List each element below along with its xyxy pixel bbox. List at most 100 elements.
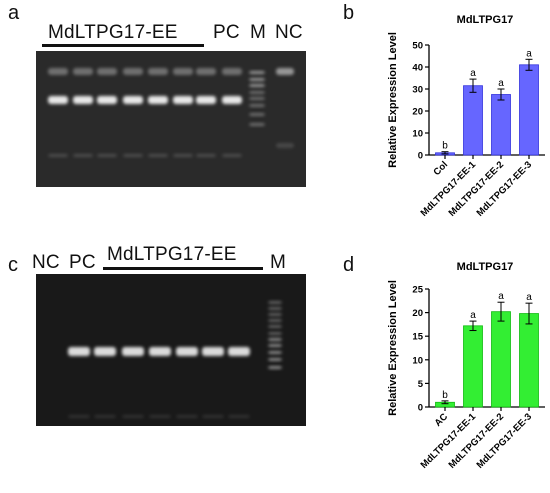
- y-tick-label: 25: [412, 285, 423, 296]
- gel-a-band: [173, 154, 193, 157]
- gel-a-band: [276, 143, 294, 148]
- gel-a-band: [123, 154, 143, 157]
- significance-label: b: [442, 141, 448, 152]
- gel-c-band: [268, 307, 282, 310]
- gel-c-band: [202, 347, 224, 356]
- y-tick-label: 40: [412, 63, 423, 74]
- gel-a-band: [148, 154, 168, 157]
- y-tick-label: 30: [412, 85, 423, 96]
- significance-label: a: [470, 310, 476, 321]
- gel-c-band: [228, 415, 250, 418]
- gel-a-pc-label: PC: [213, 22, 240, 43]
- gel-c-marker-label: M: [270, 252, 287, 273]
- gel-c-bands: [36, 274, 306, 426]
- y-tick-label: 0: [418, 151, 423, 162]
- bar: [491, 94, 511, 156]
- significance-label: a: [470, 68, 476, 79]
- gel-a-band: [249, 84, 265, 87]
- y-tick-label: 50: [412, 41, 423, 52]
- y-tick-label: 15: [412, 332, 423, 343]
- gel-c-band: [268, 366, 282, 369]
- gel-a-band: [123, 68, 143, 75]
- gel-a-band: [249, 71, 265, 74]
- gel-c-pc-label: PC: [69, 252, 96, 273]
- gel-a-band: [222, 154, 242, 157]
- gel-a-band: [73, 96, 93, 104]
- gel-c-band: [94, 415, 116, 418]
- gel-a-band: [249, 123, 265, 126]
- y-tick-label: 10: [412, 129, 423, 140]
- bar: [463, 85, 483, 156]
- gel-a-band: [97, 68, 117, 75]
- panel-letter-c: c: [8, 254, 18, 276]
- significance-label: a: [498, 78, 504, 89]
- gel-c-band: [228, 347, 250, 356]
- bar: [491, 311, 511, 408]
- gel-a-band: [148, 68, 168, 75]
- gel-c-nc-label: NC: [32, 252, 60, 273]
- gel-c-band: [122, 415, 144, 418]
- gel-a-band: [249, 97, 265, 100]
- gel-image-a: [36, 51, 306, 187]
- chart-d: MdLTPG17 Relative Expression Level 0 5 10 15 2…: [387, 261, 545, 471]
- gel-c-band: [94, 347, 116, 356]
- significance-label: a: [526, 48, 532, 59]
- gel-c-band: [268, 344, 282, 347]
- gel-a-band: [249, 91, 265, 94]
- gel-c-band: [268, 313, 282, 316]
- gel-c-band: [68, 415, 90, 418]
- gel-a-band: [148, 96, 168, 104]
- gel-a-band: [196, 154, 216, 157]
- gel-a-band: [173, 96, 193, 104]
- significance-label: a: [526, 292, 532, 303]
- gel-c-band: [268, 351, 282, 354]
- gel-a-band: [196, 96, 216, 104]
- gel-a-group-bar: [42, 44, 204, 47]
- chart-title: MdLTPG17: [457, 261, 514, 273]
- y-tick-label: 5: [418, 379, 424, 390]
- gel-a-band: [173, 68, 193, 75]
- gel-a-bands: [36, 51, 306, 187]
- gel-c-band: [149, 347, 171, 356]
- bar: [463, 325, 483, 408]
- x-tick-label: AC: [433, 411, 451, 429]
- gel-c-band: [268, 338, 282, 341]
- gel-a-band: [196, 68, 216, 75]
- gel-a-band: [249, 113, 265, 116]
- gel-c-band: [176, 347, 198, 356]
- gel-a-band: [249, 104, 265, 107]
- chart-b: MdLTPG17 Relative Expression Level 0 10 20 30…: [387, 14, 545, 219]
- gel-a-band: [48, 154, 68, 157]
- y-tick-label: 0: [418, 403, 423, 414]
- chart-title: MdLTPG17: [457, 14, 514, 26]
- gel-a-band: [249, 78, 265, 81]
- panel-letter-b: b: [343, 2, 355, 24]
- y-axis-label: Relative Expression Level: [387, 32, 399, 168]
- gel-a-band: [73, 68, 93, 75]
- gel-a-nc-label: NC: [275, 22, 303, 43]
- gel-c-group-bar: [103, 267, 263, 270]
- gel-a-band: [222, 68, 242, 75]
- gel-c-band: [268, 358, 282, 361]
- gel-a-band: [276, 68, 294, 75]
- gel-a-band: [123, 96, 143, 104]
- gel-a-band: [73, 154, 93, 157]
- panel-letter-a: a: [8, 2, 20, 24]
- x-tick-label: Col: [432, 159, 451, 178]
- gel-c-band: [122, 347, 144, 356]
- gel-a-group-label: MdLTPG17-EE: [48, 22, 178, 43]
- gel-c-band: [268, 332, 282, 335]
- gel-c-band: [202, 415, 224, 418]
- gel-a-band: [48, 68, 68, 75]
- significance-label: b: [442, 390, 448, 401]
- y-tick-label: 10: [412, 355, 423, 366]
- significance-label: a: [498, 291, 504, 302]
- gel-a-marker-label: M: [250, 22, 267, 43]
- gel-a-band: [97, 96, 117, 104]
- y-tick-label: 20: [412, 107, 423, 118]
- gel-a-band: [222, 96, 242, 104]
- gel-c-band: [268, 325, 282, 328]
- panel-letter-d: d: [343, 254, 355, 276]
- gel-c-band: [68, 347, 90, 356]
